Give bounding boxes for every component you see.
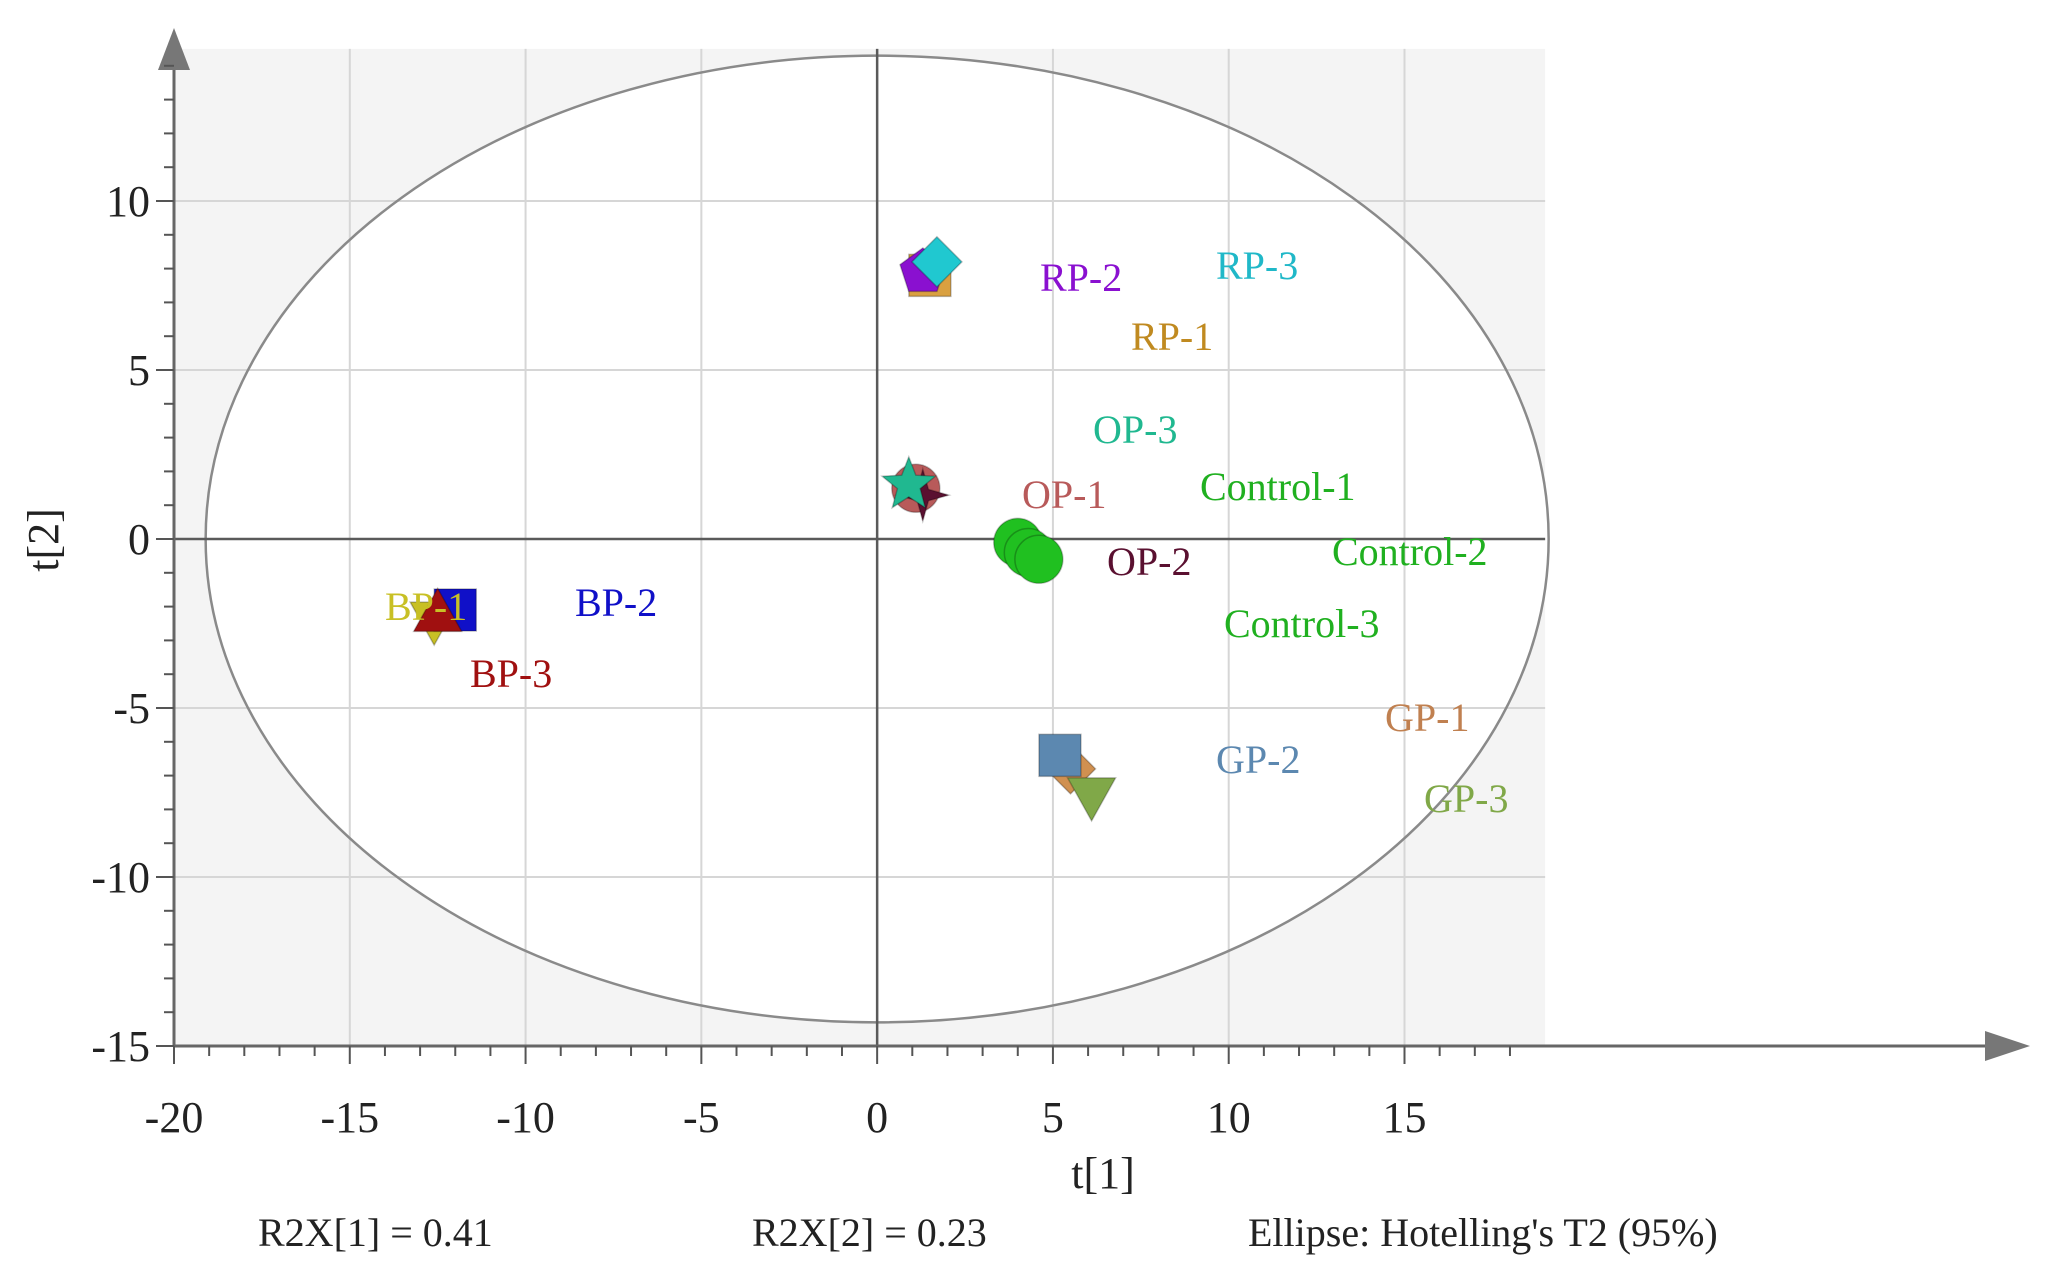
y-tick-label: 5 [128, 346, 150, 395]
x-tick-label: -10 [496, 1093, 555, 1142]
label-control-1: Control-1 [1200, 464, 1356, 509]
y-tick-label: 0 [128, 515, 150, 564]
y-tick-label: -15 [91, 1022, 150, 1071]
axes [156, 28, 2030, 1064]
label-gp-3: GP-3 [1424, 776, 1508, 821]
label-rp-2: RP-2 [1040, 255, 1122, 300]
label-rp-1: RP-1 [1131, 314, 1213, 359]
point-bp-3 [412, 586, 463, 633]
x-tick-label: 0 [866, 1093, 888, 1142]
point-labels: BP-1 BP-2 BP-3 RP-1RP-2 RP-3 OP-1OP-2 OP-3 Cont… [385, 243, 1508, 821]
label-bp-1: BP-1 [385, 584, 467, 629]
label-gp-1: GP-1 [1385, 695, 1469, 740]
r2x1-label: R2X[1] = 0.41 [258, 1210, 493, 1255]
x-axis-arrow [1985, 1031, 2030, 1061]
x-tick-label: 10 [1207, 1093, 1251, 1142]
y-tick-label: -5 [113, 684, 150, 733]
label-bp-3: BP-3 [470, 651, 552, 696]
point-gp-2 [1038, 733, 1082, 778]
label-op-3: OP-3 [1093, 407, 1177, 452]
label-gp-2: GP-2 [1216, 737, 1300, 782]
tick-labels: -20 -15 -10 -5 0 5 10 15 -15 -10 -5 0 5 10 [91, 177, 1426, 1142]
y-tick-label: 10 [106, 177, 150, 226]
y-axis-arrow [158, 28, 190, 70]
ellipse-caption: Ellipse: Hotelling's T2 (95%) [1248, 1210, 1718, 1255]
x-tick-label: -15 [320, 1093, 379, 1142]
x-tick-label: -20 [145, 1093, 204, 1142]
label-control-2: Control-2 [1332, 529, 1488, 574]
x-tick-label: -5 [683, 1093, 720, 1142]
label-bp-2: BP-2 [575, 580, 657, 625]
x-tick-label: 15 [1383, 1093, 1427, 1142]
point-rp-3 [910, 235, 963, 288]
label-rp-3: RP-3 [1216, 243, 1298, 288]
point-control-3 [1014, 534, 1064, 585]
point-gp-3 [1066, 777, 1117, 823]
x-axis-label: t[1] [1071, 1149, 1135, 1198]
label-op-1: OP-1 [1022, 472, 1106, 517]
x-tick-label: 5 [1042, 1093, 1064, 1142]
y-axis-label: t[2] [19, 508, 68, 572]
r2x2-label: R2X[2] = 0.23 [752, 1210, 987, 1255]
point-op-3 [880, 454, 938, 510]
label-op-2: OP-2 [1107, 539, 1191, 584]
y-tick-label: -10 [91, 853, 150, 902]
label-control-3: Control-3 [1224, 601, 1380, 646]
data-points [408, 235, 1117, 823]
